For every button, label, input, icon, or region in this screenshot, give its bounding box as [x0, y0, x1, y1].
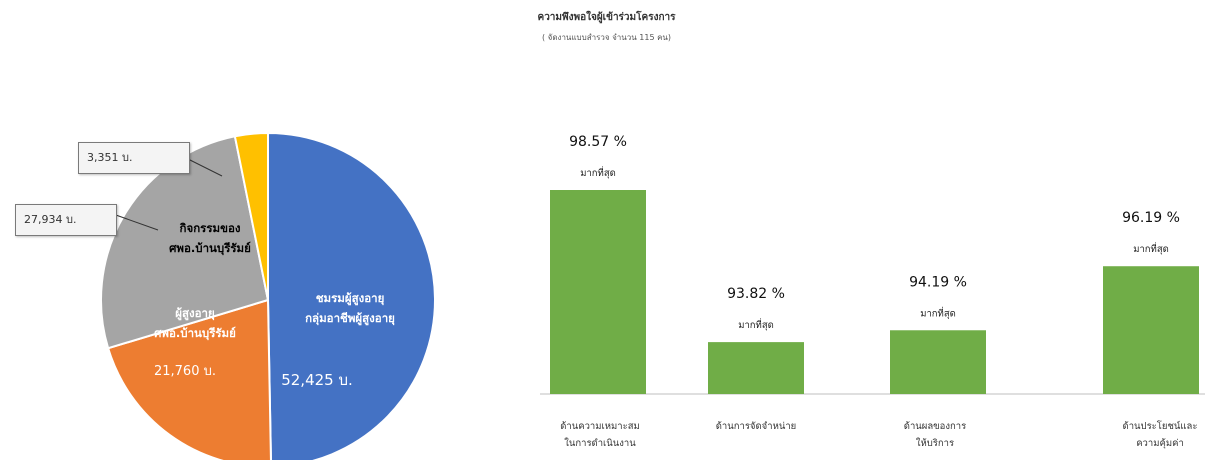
- pie-slice-1: [267, 131, 436, 460]
- bar-category-3-line1: ด้านผลของการ: [903, 421, 967, 432]
- callout-leader-slice-4: [185, 157, 223, 177]
- callout-slice-3: 27,934 บ.: [15, 204, 117, 236]
- bar-level-label-2: มากที่สุด: [738, 318, 774, 331]
- bar-level-label-4: มากที่สุด: [1133, 242, 1169, 255]
- bar-category-4-line1: ด้านประโยชน์และ: [1122, 421, 1198, 432]
- chart-title: ความพึงพอใจผู้เข้าร่วมโครงการ: [537, 12, 676, 23]
- pie-slice-4: [233, 131, 269, 301]
- pie-label-slice-1: ชมรมผู้สูงอายุ กลุ่มอาชีพผู้สูงอายุ: [270, 288, 430, 328]
- pie-label-slice-1-line1: ชมรมผู้สูงอายุ: [315, 291, 385, 305]
- pie-label-slice-2-line2: ศพอ.บ้านบุรีรัมย์: [154, 326, 236, 340]
- pie-label-slice-1-line2: กลุ่มอาชีพผู้สูงอายุ: [305, 311, 395, 325]
- chart-subtitle: ( จัดงานแบบสำรวจ จำนวน 115 คน): [541, 33, 672, 42]
- bar-value-label-1: 98.57 %: [569, 134, 627, 150]
- bar-category-3-line2: ให้บริการ: [915, 438, 955, 449]
- pie-value-slice-1: 52,425 บ.: [281, 371, 353, 389]
- bar-value-label-2: 93.82 %: [727, 286, 785, 302]
- pie-slice-2: [106, 298, 272, 460]
- bar-value-label-3: 94.19 %: [909, 274, 967, 290]
- pie-slice-3: [100, 135, 270, 350]
- pie-label-slice-2-line1: ผู้สูงอายุ: [175, 306, 215, 320]
- bar-category-label-3: ด้านผลของการ ให้บริการ: [865, 418, 1005, 452]
- bar-level-label-1: มากที่สุด: [580, 166, 616, 179]
- bar-value-label-4: 96.19 %: [1122, 210, 1180, 226]
- bar-category-4-line2: ความคุ้มค่า: [1136, 438, 1184, 449]
- bar-4: [1103, 266, 1199, 394]
- bar-category-label-2: ด้านการจัดจำหน่าย: [686, 418, 826, 435]
- callout-slice-4: 3,351 บ.: [78, 142, 190, 174]
- callout-leader-slice-3: [112, 213, 159, 231]
- bar-category-label-1: ด้านความเหมาะสม ในการดำเนินงาน: [530, 418, 670, 452]
- bar-category-1-line2: ในการดำเนินงาน: [564, 438, 636, 449]
- chart-title-block: ความพึงพอใจผู้เข้าร่วมโครงการ ( จัดงานแบ…: [0, 10, 1213, 44]
- pie-value-slice-2: 21,760 บ.: [153, 364, 216, 379]
- bar-category-1-line1: ด้านความเหมาะสม: [560, 421, 640, 432]
- bar-category-label-4: ด้านประโยชน์และ ความคุ้มค่า: [1090, 418, 1213, 452]
- bar-1: [550, 190, 646, 394]
- pie-label-slice-3-line1: กิจกรรมของ: [179, 221, 241, 235]
- bar-2: [708, 342, 804, 394]
- bar-3: [890, 330, 986, 394]
- pie-label-slice-2: ผู้สูงอายุ ศพอ.บ้านบุรีรัมย์: [120, 303, 270, 343]
- bar-category-2-line1: ด้านการจัดจำหน่าย: [715, 421, 797, 432]
- pie-label-slice-3-line2: ศพอ.บ้านบุรีรัมย์: [169, 241, 251, 255]
- pie-label-slice-3: กิจกรรมของ ศพอ.บ้านบุรีรัมย์: [150, 218, 270, 258]
- bar-level-label-3: มากที่สุด: [920, 306, 956, 319]
